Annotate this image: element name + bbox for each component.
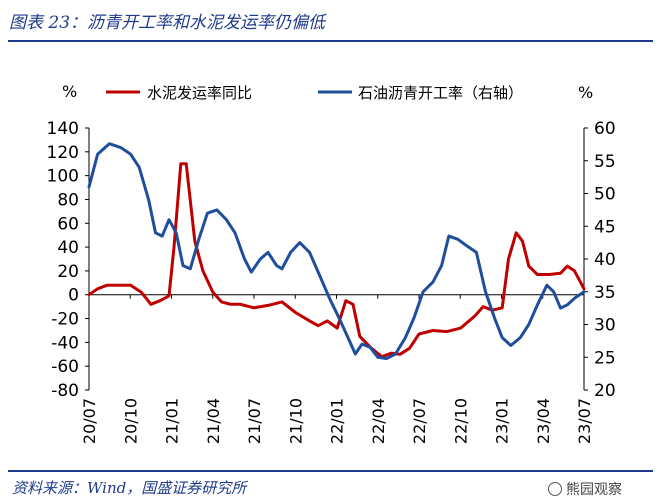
right-tick-label: 40	[594, 250, 616, 270]
right-unit-label: %	[578, 83, 593, 102]
left-tick-label: 100	[47, 167, 79, 187]
right-tick-label: 25	[594, 348, 616, 368]
x-tick-label: 20/07	[80, 398, 99, 444]
legend-label-asphalt: 石油沥青开工率（右轴）	[358, 84, 523, 102]
right-tick-label: 55	[594, 152, 616, 172]
x-tick-label: 22/07	[410, 398, 429, 444]
right-tick-label: 20	[594, 381, 616, 401]
left-tick-label: 140	[47, 119, 79, 139]
left-tick-label: -20	[51, 310, 79, 330]
series-line-cement	[87, 162, 586, 359]
left-tick-label: -40	[51, 333, 79, 353]
left-tick-label: -80	[51, 381, 79, 401]
x-tick-label: 21/01	[163, 398, 182, 444]
x-tick-label: 23/07	[575, 398, 594, 444]
chat-bubble-icon	[548, 482, 562, 496]
left-axis-ticks: 140 120 100 80 60 40 20 0 -20 -40 -60 -80	[47, 119, 89, 401]
left-tick-label: 20	[57, 262, 79, 282]
bottom-rule	[8, 470, 653, 472]
left-tick-label: 80	[57, 190, 79, 210]
right-tick-label: 45	[594, 217, 616, 237]
left-tick-label: 60	[57, 214, 79, 234]
x-tick-label: 22/10	[451, 398, 470, 444]
left-unit-label: %	[62, 82, 77, 101]
legend: % 水泥发运率同比 石油沥青开工率（右轴） %	[62, 82, 593, 102]
legend-label-cement: 水泥发运率同比	[147, 84, 252, 102]
x-tick-label: 21/04	[204, 398, 223, 444]
x-tick-label: 23/01	[493, 398, 512, 444]
right-tick-label: 30	[594, 316, 616, 336]
watermark: 熊园观察	[548, 479, 622, 499]
left-tick-label: 0	[68, 286, 79, 306]
watermark-text: 熊园观察	[566, 482, 622, 498]
right-axis-ticks: 60 55 50 45 40 35 30 25 20	[584, 119, 616, 401]
x-axis-ticks: 20/07 20/10 21/01 21/04 21/07 21/10 22/01 22/04…	[80, 294, 594, 444]
left-tick-label: 40	[57, 238, 79, 258]
series-layer	[87, 142, 586, 361]
right-tick-label: 60	[594, 119, 616, 139]
left-tick-label: 120	[47, 143, 79, 163]
right-tick-label: 50	[594, 185, 616, 205]
left-tick-label: -60	[51, 357, 79, 377]
x-tick-label: 21/07	[245, 398, 264, 444]
x-tick-label: 22/04	[369, 398, 388, 444]
right-tick-label: 35	[594, 283, 616, 303]
x-tick-label: 22/01	[328, 398, 347, 444]
top-rule	[8, 40, 653, 42]
series-line-asphalt	[87, 142, 586, 361]
x-tick-label: 21/10	[286, 398, 305, 444]
source-note: 资料来源：Wind，国盛证券研究所	[12, 479, 247, 497]
figure-title: 图表 23：沥青开工率和水泥发运率仍偏低	[9, 13, 326, 33]
x-tick-label: 20/10	[121, 398, 140, 444]
x-tick-label: 23/04	[534, 398, 553, 444]
